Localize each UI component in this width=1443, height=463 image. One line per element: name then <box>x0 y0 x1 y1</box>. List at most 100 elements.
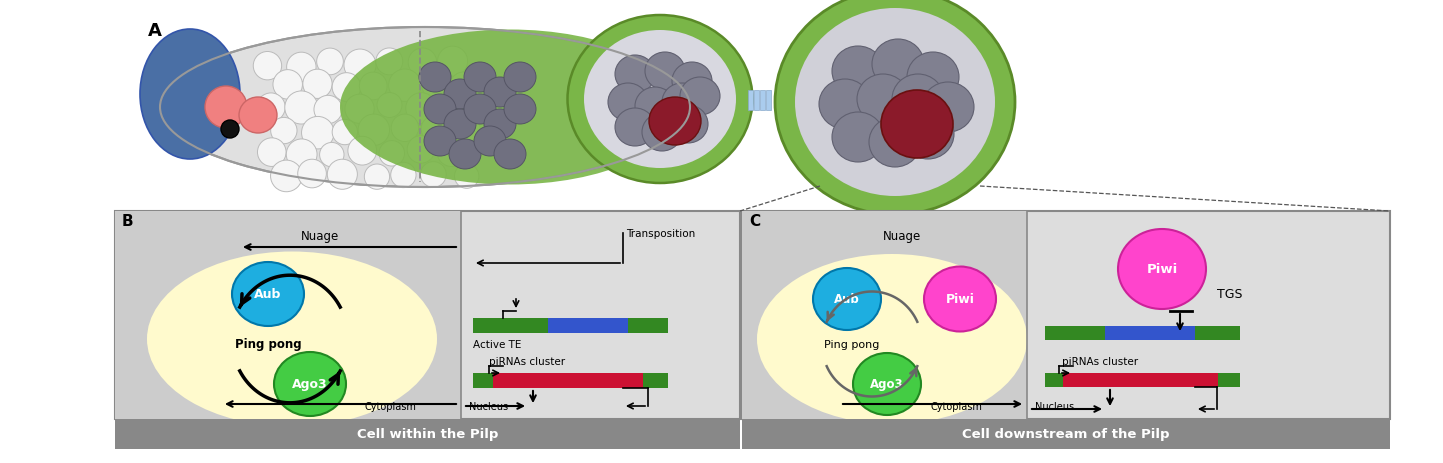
Text: Ago3: Ago3 <box>870 378 903 391</box>
Ellipse shape <box>668 106 709 144</box>
Ellipse shape <box>494 140 527 169</box>
Ellipse shape <box>444 110 476 140</box>
Text: Cell within the Pilp: Cell within the Pilp <box>356 427 498 441</box>
Ellipse shape <box>869 118 921 168</box>
FancyBboxPatch shape <box>1045 326 1240 340</box>
Ellipse shape <box>391 115 418 142</box>
Ellipse shape <box>455 165 479 189</box>
Ellipse shape <box>319 143 343 168</box>
FancyBboxPatch shape <box>1105 326 1195 340</box>
Text: A: A <box>149 22 162 40</box>
Ellipse shape <box>343 50 377 82</box>
Text: Active TE: Active TE <box>473 339 521 349</box>
Ellipse shape <box>303 70 332 99</box>
FancyBboxPatch shape <box>473 373 668 388</box>
Ellipse shape <box>315 96 342 124</box>
Text: TGS: TGS <box>1216 288 1242 301</box>
Text: Ping pong: Ping pong <box>824 339 880 349</box>
Ellipse shape <box>421 71 452 100</box>
Ellipse shape <box>795 9 996 197</box>
Ellipse shape <box>418 63 452 93</box>
Ellipse shape <box>1118 230 1206 309</box>
Ellipse shape <box>444 80 476 110</box>
FancyBboxPatch shape <box>742 212 1027 419</box>
Ellipse shape <box>257 138 286 167</box>
FancyBboxPatch shape <box>548 319 628 333</box>
FancyBboxPatch shape <box>494 373 644 388</box>
Text: Nucleus: Nucleus <box>469 401 508 411</box>
Ellipse shape <box>364 165 390 190</box>
Ellipse shape <box>147 252 437 426</box>
Text: C: C <box>749 213 760 229</box>
Ellipse shape <box>232 263 304 326</box>
Ellipse shape <box>205 87 247 129</box>
Ellipse shape <box>642 114 683 152</box>
Ellipse shape <box>377 94 403 118</box>
Ellipse shape <box>221 121 240 139</box>
Ellipse shape <box>615 109 655 147</box>
FancyBboxPatch shape <box>1045 373 1240 387</box>
FancyBboxPatch shape <box>747 91 753 111</box>
Ellipse shape <box>407 136 434 164</box>
Ellipse shape <box>450 73 478 100</box>
FancyBboxPatch shape <box>473 319 668 333</box>
Ellipse shape <box>271 161 302 192</box>
Ellipse shape <box>160 28 690 188</box>
Ellipse shape <box>853 353 921 415</box>
FancyBboxPatch shape <box>742 212 1390 419</box>
Text: Nucleus: Nucleus <box>1035 401 1074 411</box>
Text: Cytoplasm: Cytoplasm <box>931 401 983 411</box>
FancyBboxPatch shape <box>760 91 765 111</box>
Ellipse shape <box>924 267 996 332</box>
Ellipse shape <box>584 31 736 169</box>
FancyBboxPatch shape <box>742 419 1390 449</box>
Ellipse shape <box>775 0 1014 215</box>
Text: Piwi: Piwi <box>945 293 974 306</box>
Ellipse shape <box>359 73 387 100</box>
FancyBboxPatch shape <box>115 212 460 419</box>
Ellipse shape <box>257 94 286 122</box>
Ellipse shape <box>645 53 685 91</box>
Ellipse shape <box>271 118 297 144</box>
Ellipse shape <box>567 16 752 184</box>
Ellipse shape <box>332 74 361 102</box>
Text: Ping pong: Ping pong <box>235 338 302 351</box>
Ellipse shape <box>341 31 680 185</box>
FancyBboxPatch shape <box>115 212 740 419</box>
Ellipse shape <box>504 95 535 125</box>
Ellipse shape <box>635 88 675 126</box>
FancyBboxPatch shape <box>115 419 740 449</box>
Text: Ago3: Ago3 <box>291 378 328 391</box>
Ellipse shape <box>922 83 974 133</box>
Text: piRNAs cluster: piRNAs cluster <box>489 356 566 366</box>
Ellipse shape <box>140 30 240 160</box>
Ellipse shape <box>424 95 456 125</box>
Ellipse shape <box>758 255 1027 424</box>
Ellipse shape <box>375 49 403 75</box>
Ellipse shape <box>274 352 346 416</box>
Text: Nuage: Nuage <box>883 230 921 243</box>
Ellipse shape <box>388 70 421 102</box>
Ellipse shape <box>662 84 701 122</box>
Ellipse shape <box>297 160 326 188</box>
Ellipse shape <box>892 75 944 125</box>
Ellipse shape <box>833 113 885 163</box>
Ellipse shape <box>286 140 317 170</box>
Ellipse shape <box>483 110 517 140</box>
FancyBboxPatch shape <box>766 91 771 111</box>
Ellipse shape <box>380 141 404 167</box>
Ellipse shape <box>449 114 481 146</box>
Text: Nuage: Nuage <box>302 230 339 243</box>
Ellipse shape <box>649 98 701 146</box>
Ellipse shape <box>820 80 872 130</box>
Ellipse shape <box>348 137 377 166</box>
Ellipse shape <box>345 95 374 124</box>
FancyBboxPatch shape <box>1063 373 1218 387</box>
Ellipse shape <box>328 160 358 190</box>
Ellipse shape <box>408 49 437 77</box>
Ellipse shape <box>882 91 952 159</box>
Ellipse shape <box>473 127 506 156</box>
FancyBboxPatch shape <box>755 91 759 111</box>
Ellipse shape <box>465 63 496 93</box>
Ellipse shape <box>273 70 303 100</box>
